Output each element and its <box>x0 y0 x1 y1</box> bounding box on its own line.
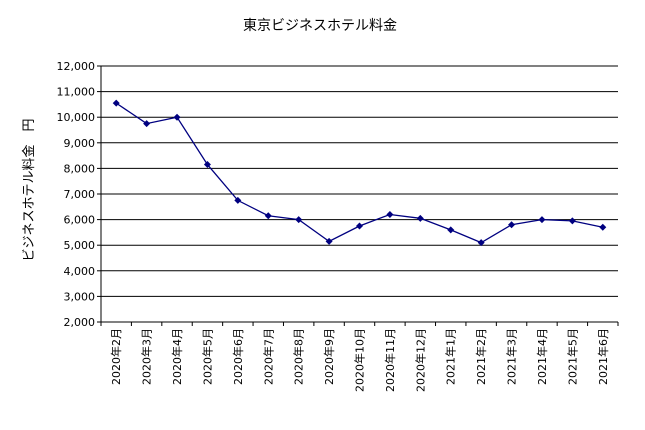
data-point <box>599 223 607 231</box>
y-tick-label: 7,000 <box>64 188 96 201</box>
x-tick-label: 2020年8月 <box>292 328 306 385</box>
data-point <box>203 161 211 169</box>
data-point <box>173 113 181 121</box>
data-point <box>477 239 485 247</box>
x-tick-label: 2021年6月 <box>596 328 610 385</box>
x-tick-label: 2020年11月 <box>383 328 397 392</box>
y-tick-label: 4,000 <box>64 265 96 278</box>
y-tick-label: 2,000 <box>64 316 96 329</box>
x-tick-label: 2021年2月 <box>474 328 488 385</box>
x-tick-label: 2021年5月 <box>565 328 579 385</box>
x-tick-label: 2020年3月 <box>140 328 154 385</box>
y-tick-label: 8,000 <box>64 162 96 175</box>
y-tick-label: 5,000 <box>64 239 96 252</box>
x-tick-label: 2020年4月 <box>170 328 184 385</box>
data-point <box>325 237 333 245</box>
x-tick-label: 2020年12月 <box>413 328 427 392</box>
data-point <box>356 222 363 230</box>
x-tick-label: 2020年9月 <box>322 328 336 385</box>
data-point <box>386 210 394 218</box>
x-tick-label: 2020年7月 <box>261 328 275 385</box>
data-point <box>447 226 455 234</box>
series-line <box>115 102 603 244</box>
data-point <box>416 214 424 222</box>
x-tick-label: 2020年5月 <box>200 328 214 385</box>
x-tick-label: 2021年3月 <box>505 328 519 385</box>
y-tick-label: 9,000 <box>64 137 96 150</box>
y-tick-label: 12,000 <box>57 60 96 73</box>
y-tick-label: 6,000 <box>64 214 96 227</box>
y-tick-label: 3,000 <box>64 290 96 303</box>
data-point <box>508 221 516 229</box>
x-tick-label: 2021年1月 <box>444 328 458 385</box>
data-point <box>112 99 120 107</box>
x-tick-label: 2020年2月 <box>109 328 123 385</box>
data-point <box>234 196 242 204</box>
data-point <box>264 212 272 220</box>
data-point <box>295 216 303 224</box>
data-point <box>538 216 546 224</box>
x-tick-label: 2020年6月 <box>231 328 245 385</box>
x-tick-label: 2021年4月 <box>535 328 549 385</box>
y-tick-label: 11,000 <box>57 86 96 99</box>
x-tick-label: 2020年10月 <box>353 328 367 392</box>
data-point <box>568 217 576 225</box>
y-tick-label: 10,000 <box>57 111 96 124</box>
data-point <box>143 120 151 128</box>
y-axis-label: ビジネスホテル料金 円 <box>21 118 37 261</box>
plot-area: 2,000 3,000 4,000 5,000 6,000 7,000 8,000 9,000… <box>57 60 619 392</box>
chart-title: 東京ビジネスホテル料金 <box>243 18 397 34</box>
